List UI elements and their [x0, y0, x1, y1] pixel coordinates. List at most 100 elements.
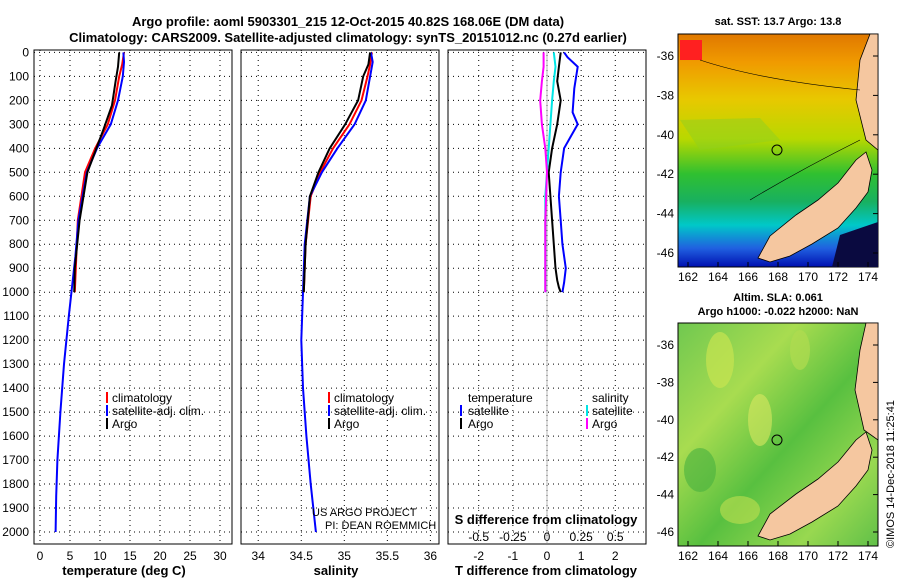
series-satellite-adj-clim- — [54, 52, 126, 533]
depth-tick-label: 700 — [9, 213, 29, 227]
x-tick-label: 1 — [578, 549, 585, 563]
x-top-tick-label: 0 — [544, 530, 551, 544]
lon-tick-label: 170 — [798, 270, 818, 284]
lat-tick-label: -42 — [657, 167, 675, 181]
x-tick-label: 5 — [67, 549, 74, 563]
figure-title-line1: Argo profile: aoml 5903301_215 12-Oct-20… — [132, 14, 564, 29]
x-tick-label: 15 — [123, 549, 137, 563]
lon-tick-label: 170 — [798, 549, 818, 563]
depth-tick-label: 1900 — [2, 501, 29, 515]
sst-map-title: sat. SST: 13.7 Argo: 13.8 — [715, 16, 842, 28]
sst-map — [677, 33, 879, 268]
depth-tick-label: 1500 — [2, 405, 29, 419]
sla-blob — [720, 496, 760, 524]
legend-climatology-label: climatology — [334, 391, 394, 405]
depth-tick-label: 300 — [9, 117, 29, 131]
lon-tick-label: 174 — [858, 270, 878, 284]
sla-blob — [684, 448, 716, 492]
difference-legend: temperature satellite Argo salinity sate… — [460, 391, 633, 431]
depth-tick-label: 400 — [9, 141, 29, 155]
south-island-land — [757, 431, 873, 541]
temperature-xlabel: temperature (deg C) — [62, 563, 186, 578]
salinity-legend: climatology satellite-adj. clim. Argo — [328, 391, 426, 431]
lon-tick-label: 162 — [678, 549, 698, 563]
depth-tick-label: 1200 — [2, 333, 29, 347]
sla-map-title-line2: Argo h1000: -0.022 h2000: NaN — [698, 306, 859, 318]
figure-title-line2: Climatology: CARS2009. Satellite-adjuste… — [69, 30, 627, 45]
x-top-tick-label: 0.25 — [569, 530, 593, 544]
legend-t-satellite-label: satellite — [468, 404, 509, 418]
lat-tick-label: -38 — [657, 88, 675, 102]
credit-project: US ARGO PROJECT — [312, 507, 417, 519]
lat-tick-label: -44 — [657, 207, 675, 221]
depth-tick-label: 0 — [22, 45, 29, 59]
depth-tick-label: 200 — [9, 93, 29, 107]
series-temperature-satellite — [557, 51, 579, 293]
x-tick-label: 10 — [93, 549, 107, 563]
x-axes: 0 5 10 15 20 25 30 34 34.5 35 35.5 36 -2 -1 0 1 2 -0.5 -0.… — [37, 530, 624, 563]
sla-blob — [706, 332, 734, 388]
sst-warm-patch — [680, 40, 702, 60]
legend-satellite-label: satellite-adj. clim. — [334, 404, 426, 418]
salinity-xlabel: salinity — [314, 563, 360, 578]
x-tick-label: 34.5 — [290, 549, 314, 563]
depth-tick-label: 100 — [9, 69, 29, 83]
series-argo — [73, 52, 121, 293]
lat-tick-label: -42 — [657, 450, 675, 464]
x-tick-label: 35.5 — [376, 549, 400, 563]
x-tick-label: 2 — [612, 549, 619, 563]
x-tick-label: 0 — [37, 549, 44, 563]
north-island-land — [854, 322, 879, 441]
lon-tick-label: 172 — [828, 549, 848, 563]
x-tick-label: 30 — [213, 549, 227, 563]
lon-tick-label: 164 — [708, 549, 728, 563]
legend-t-argo-label: Argo — [468, 417, 494, 431]
depth-tick-label: 500 — [9, 165, 29, 179]
x-tick-label: 35 — [338, 549, 352, 563]
sla-blob — [748, 394, 772, 446]
series-argo — [302, 52, 372, 293]
lat-tick-label: -40 — [657, 413, 675, 427]
south-island-land — [757, 151, 873, 263]
series-temperature-argo — [547, 52, 562, 293]
x-tick-label: 0 — [544, 549, 551, 563]
temperature-plot-frame — [33, 49, 233, 545]
sst-cool-band — [680, 118, 780, 150]
depth-tick-label: 1000 — [2, 285, 29, 299]
x-tick-label: 20 — [153, 549, 167, 563]
lon-tick-label: 168 — [768, 270, 788, 284]
sla-map-title-line1: Altim. SLA: 0.061 — [733, 292, 823, 304]
x-tick-label: -1 — [508, 549, 519, 563]
x-tick-label: 34 — [252, 549, 266, 563]
lat-tick-label: -40 — [657, 128, 675, 142]
legend-climatology-label: climatology — [112, 391, 172, 405]
x-tick-label: 25 — [183, 549, 197, 563]
depth-tick-label: 1400 — [2, 381, 29, 395]
lon-tick-label: 162 — [678, 270, 698, 284]
lon-tick-label: 172 — [828, 270, 848, 284]
legend-salinity-heading: salinity — [592, 391, 629, 405]
depth-tick-label: 800 — [9, 237, 29, 251]
depth-tick-label: 2000 — [2, 525, 29, 539]
legend-temperature-heading: temperature — [468, 391, 533, 405]
depth-tick-label: 900 — [9, 261, 29, 275]
lon-tick-label: 164 — [708, 270, 728, 284]
grid — [34, 50, 646, 544]
lon-tick-label: 166 — [738, 270, 758, 284]
imos-stamp: ©IMOS 14-Dec-2018 11:25:41 — [885, 400, 897, 548]
sla-map — [677, 322, 879, 547]
salinity-plot-frame — [240, 49, 440, 545]
sst-cold-patch — [832, 222, 878, 267]
lat-tick-label: -36 — [657, 49, 675, 63]
difference-xlabel-top: S difference from climatology — [455, 512, 639, 527]
lat-tick-label: -36 — [657, 338, 675, 352]
series-salinity-argo — [539, 52, 549, 293]
lat-tick-label: -46 — [657, 525, 675, 539]
lat-tick-label: -38 — [657, 375, 675, 389]
x-tick-label: -2 — [473, 549, 484, 563]
legend-argo-label: Argo — [112, 417, 138, 431]
argo-float-marker — [771, 434, 783, 446]
legend-satellite-label: satellite-adj. clim. — [112, 404, 204, 418]
